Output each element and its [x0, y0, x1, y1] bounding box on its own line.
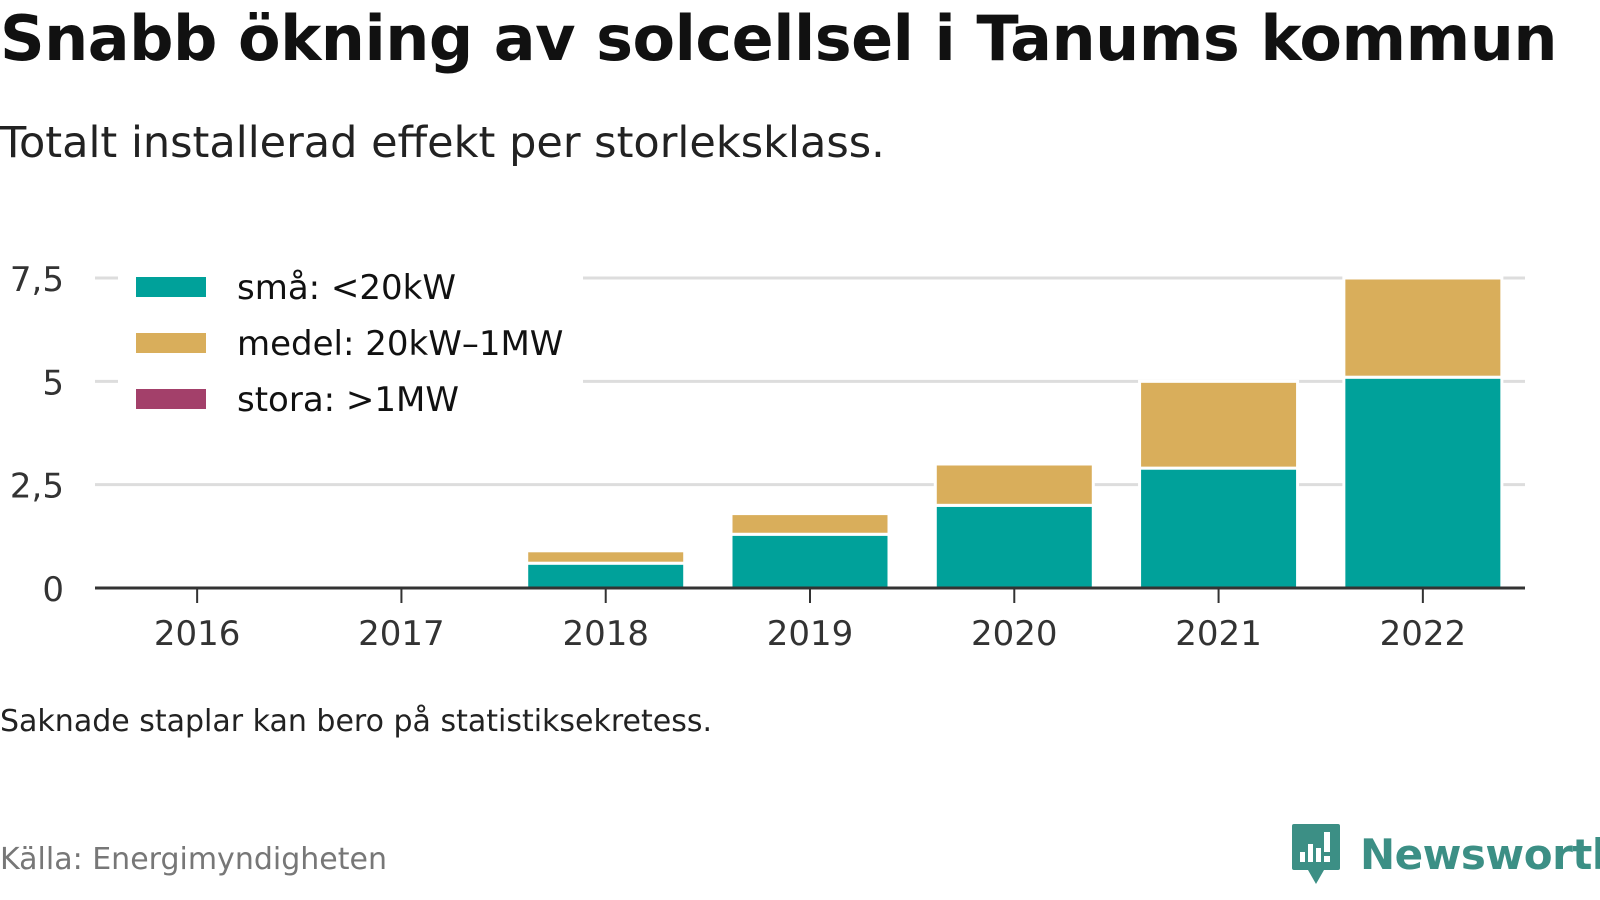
bars [525, 276, 1504, 590]
bar-segment [525, 561, 687, 590]
bar-segment [1342, 375, 1504, 590]
legend-swatch [136, 389, 206, 409]
y-tick-label: 5 [42, 363, 64, 403]
x-tick-label: 2022 [1380, 614, 1467, 654]
stacked-bar-chart: 0 2,5 5 7,5 2016 2017 2018 2019 2020 2021 2022 små… [10, 260, 1525, 654]
chart-subtitle: Totalt installerad effekt per storlekskl… [0, 118, 885, 168]
bar-segment [1138, 379, 1300, 470]
y-tick-label: 7,5 [10, 260, 64, 300]
newsworthy-brand: Newsworthy [1290, 822, 1600, 886]
chart-title: Snabb ökning av solcellsel i Tanums komm… [0, 2, 1557, 75]
legend-swatch [136, 277, 206, 297]
legend: små: <20kW medel: 20kW–1MW stora: >1MW [118, 268, 583, 435]
y-tick-label: 0 [42, 570, 64, 610]
newsworthy-logo-icon [1292, 824, 1340, 884]
bar-segment [729, 512, 891, 536]
bar-segment [933, 503, 1095, 590]
source-text: Källa: Energimyndigheten [0, 842, 387, 877]
brand-name: Newsworthy [1360, 829, 1600, 879]
x-tick-label: 2020 [971, 614, 1058, 654]
bar-segment [729, 532, 891, 590]
bar-segment [933, 462, 1095, 507]
footnote: Saknade staplar kan bero på statistiksek… [0, 704, 713, 739]
x-tick-label: 2017 [358, 614, 445, 654]
legend-label: stora: >1MW [237, 380, 459, 420]
x-tick-label: 2018 [562, 614, 649, 654]
y-tick-label: 2,5 [10, 467, 64, 507]
bar-segment [1342, 276, 1504, 379]
bar-segment [1138, 466, 1300, 590]
legend-label: medel: 20kW–1MW [237, 324, 563, 364]
legend-swatch [136, 333, 206, 353]
x-tick-label: 2021 [1175, 614, 1262, 654]
axes: 0 2,5 5 7,5 2016 2017 2018 2019 2020 2021 2022 [10, 260, 1525, 654]
legend-label: små: <20kW [237, 268, 456, 308]
bar-segment [525, 549, 687, 565]
x-tick-label: 2019 [767, 614, 854, 654]
x-tick-label: 2016 [154, 614, 241, 654]
